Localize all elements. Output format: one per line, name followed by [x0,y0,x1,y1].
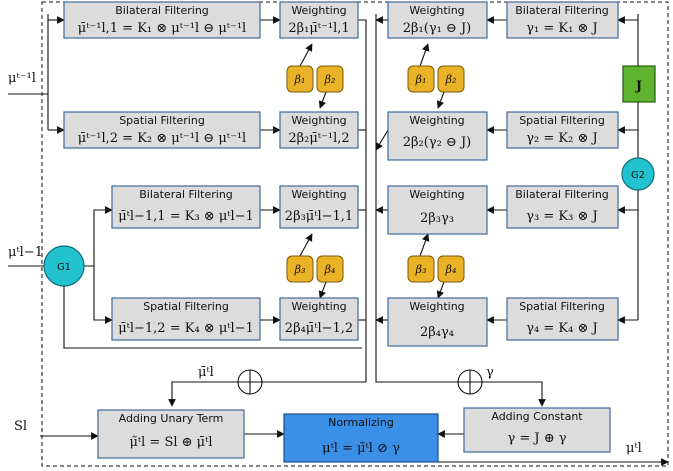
svg-text:β₄: β₄ [324,263,336,276]
box-title: Weighting [409,4,464,17]
beta-badge: β₃ [407,255,435,283]
right-bilateral-filter-1: Bilateral Filtering γ₁ = K₁ ⊗ J [506,1,619,39]
right-weighting-3: Weighting 2β₃γ₃ [387,185,488,235]
left-bilateral-filter-1: Bilateral Filtering μ̄ᵗ⁻¹l,1 = K₁ ⊗ μᵗ⁻¹… [63,1,261,39]
g1-node: G1 [43,245,85,287]
sum-node-right [457,369,483,395]
box-formula: μ̄ᵗl−1,2 = K₄ ⊗ μᵗl−1 [118,321,254,336]
svg-text:G1: G1 [57,262,71,273]
left-weighting-2: Weighting 2β₂μ̄ᵗ⁻¹l,2 [279,111,359,149]
box-formula: μ̄ᵗl−1,1 = K₃ ⊗ μᵗl−1 [118,209,254,224]
input-lower-label: μᵗl−1 [8,245,43,260]
box-formula: 2β₃γ₃ [420,211,454,226]
box-title: Weighting [291,300,346,313]
box-formula: γ₄ = K₄ ⊗ J [526,321,597,336]
box-formula: γ₁ = K₁ ⊗ J [526,21,597,36]
beta-badge: β₄ [437,255,465,283]
sum-left-label: μ̄ᵗl [198,365,214,380]
box-title: Bilateral Filtering [515,188,609,201]
box-formula: μᵗl = μ̃ᵗl ⊘ γ [322,441,400,456]
box-title: Adding Unary Term [119,412,224,425]
right-weighting-1: Weighting 2β₁(γ₁ ⊖ J) [387,1,488,39]
box-title: Bilateral Filtering [115,4,209,17]
box-title: Bilateral Filtering [515,4,609,17]
svg-text:G2: G2 [631,170,645,181]
connector-wires [8,14,669,466]
box-title: Spatial Filtering [119,114,205,127]
g2-node: G2 [621,157,655,191]
right-spatial-filter-1: Spatial Filtering γ₂ = K₂ ⊗ J [506,111,619,149]
right-spatial-filter-2: Spatial Filtering γ₄ = K₄ ⊗ J [506,297,619,341]
box-formula: 2β₂μ̄ᵗ⁻¹l,2 [288,131,349,146]
box-formula: γ₃ = K₃ ⊗ J [526,209,597,224]
box-title: Weighting [409,114,464,127]
box-formula: 2β₁μ̄ᵗ⁻¹l,1 [288,21,349,36]
beta-badge: β₂ [437,65,465,93]
sum-right-label: γ [486,365,494,380]
input-prev-label: μᵗ⁻¹l [8,71,36,86]
j-node: J [622,65,656,103]
svg-text:β₄: β₄ [445,263,457,276]
left-spatial-filter-1: Spatial Filtering μ̄ᵗ⁻¹l,2 = K₂ ⊗ μᵗ⁻¹l … [63,111,261,149]
dashed-frame [41,1,669,467]
adding-constant-box: Adding Constant γ = J ⊕ γ [463,407,611,453]
box-formula: μ̃ᵗl = Sl ⊕ μ̄ᵗl [129,435,212,450]
svg-text:β₃: β₃ [415,263,427,276]
svg-text:β₁: β₁ [415,73,427,86]
beta-badge: β₄ [316,255,344,283]
box-formula: γ = J ⊕ γ [507,431,566,446]
box-title: Bilateral Filtering [139,188,233,201]
box-formula: 2β₃μ̄ᵗl−1,1 [285,209,353,224]
box-title: Weighting [291,4,346,17]
right-weighting-4: Weighting 2β₄γ₄ [387,297,488,347]
svg-text:β₂: β₂ [324,73,336,86]
box-formula: 2β₂(γ₂ ⊖ J) [403,135,472,150]
box-title: Weighting [291,114,346,127]
output-label: μᵗl [626,441,642,456]
right-bilateral-filter-2: Bilateral Filtering γ₃ = K₃ ⊗ J [506,185,619,229]
right-weighting-2: Weighting 2β₂(γ₂ ⊖ J) [387,111,488,161]
sum-node-left [237,369,263,395]
svg-text:β₁: β₁ [294,73,306,86]
beta-badge: β₁ [407,65,435,93]
box-title: Spatial Filtering [143,300,229,313]
box-title: Spatial Filtering [519,300,605,313]
beta-badge: β₂ [316,65,344,93]
box-title: Weighting [409,188,464,201]
svg-text:β₃: β₃ [294,263,306,276]
box-formula: γ₂ = K₂ ⊗ J [526,131,597,146]
box-formula: 2β₄μ̄ᵗl−1,2 [285,321,353,336]
left-weighting-4: Weighting 2β₄μ̄ᵗl−1,2 [279,297,359,341]
svg-text:J: J [635,79,642,94]
box-title: Spatial Filtering [519,114,605,127]
box-title: Normalizing [328,416,394,429]
unary-input-label: Sl [14,419,27,434]
box-formula: μ̄ᵗ⁻¹l,1 = K₁ ⊗ μᵗ⁻¹l ⊖ μᵗ⁻¹l [78,21,246,36]
left-spatial-filter-2: Spatial Filtering μ̄ᵗl−1,2 = K₄ ⊗ μᵗl−1 [111,297,261,341]
adding-unary-term-box: Adding Unary Term μ̃ᵗl = Sl ⊕ μ̄ᵗl [97,409,245,459]
box-title: Weighting [409,300,464,313]
beta-badges: β₁ β₂ β₁ β₂ β₃ β₄ β₃ β₄ [286,65,465,283]
box-formula: 2β₄γ₄ [420,325,454,340]
left-bilateral-filter-2: Bilateral Filtering μ̄ᵗl−1,1 = K₃ ⊗ μᵗl−… [111,185,261,229]
normalizing-box: Normalizing μᵗl = μ̃ᵗl ⊘ γ [283,413,439,463]
beta-badge: β₁ [286,65,314,93]
box-formula: μ̄ᵗ⁻¹l,2 = K₂ ⊗ μᵗ⁻¹l ⊖ μᵗ⁻¹l [78,131,246,146]
beta-badge: β₃ [286,255,314,283]
left-weighting-3: Weighting 2β₃μ̄ᵗl−1,1 [279,185,359,229]
box-title: Weighting [291,188,346,201]
box-formula: 2β₁(γ₁ ⊖ J) [403,21,472,36]
svg-text:β₂: β₂ [445,73,457,86]
left-weighting-1: Weighting 2β₁μ̄ᵗ⁻¹l,1 [279,1,359,39]
box-title: Adding Constant [491,410,583,423]
